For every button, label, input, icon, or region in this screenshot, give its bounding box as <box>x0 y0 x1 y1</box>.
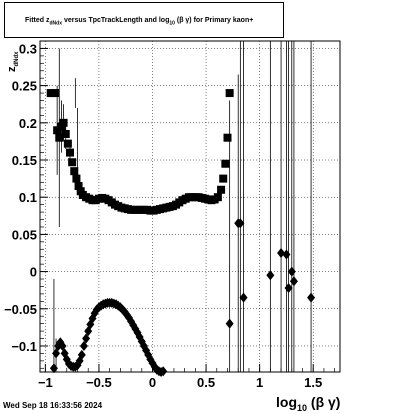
plot-title: Fitted zdNdx versus TpcTrackLength and l… <box>25 17 253 26</box>
y-tick-label: −0.05 <box>4 302 37 317</box>
ylabel-sub: dNdx <box>14 51 21 67</box>
data-point-diamond <box>82 333 91 344</box>
data-point-diamond <box>52 348 61 359</box>
data-point-diamond <box>159 366 168 377</box>
data-point-square <box>225 89 234 98</box>
ylabel-main: z <box>6 66 18 73</box>
data-point-diamond <box>79 340 88 351</box>
title-suffix-a: versus TpcTrackLength and log <box>62 17 170 24</box>
title-suffix-b: (β γ) for Primary kaon+ <box>174 17 254 24</box>
y-tick-label: 0.2 <box>19 116 37 131</box>
y-tick-label: 0.15 <box>12 153 37 168</box>
data-point-square <box>61 129 70 138</box>
xlabel-suffix: (β γ) <box>307 394 341 410</box>
data-point-diamond <box>284 282 293 293</box>
plot-title-box: Fitted zdNdx versus TpcTrackLength and l… <box>4 2 284 38</box>
data-point-square <box>51 89 59 98</box>
data-point-diamond <box>58 340 67 351</box>
plot-frame <box>39 40 341 373</box>
y-tick-label: 0.3 <box>19 41 37 56</box>
data-point-square <box>68 158 77 167</box>
data-point-square <box>72 174 81 183</box>
title-prefix: Fitted z <box>25 17 50 24</box>
data-point-square <box>221 159 230 168</box>
y-tick-label: 0.25 <box>12 79 37 94</box>
data-point-diamond <box>289 276 298 287</box>
data-point-diamond <box>307 292 316 303</box>
x-tick-label: 1 <box>256 375 263 390</box>
data-point-diamond <box>239 292 248 303</box>
data-point-diamond <box>282 249 291 260</box>
data-point-diamond <box>122 309 131 320</box>
x-tick-label: −1 <box>38 375 53 390</box>
data-point-square <box>219 174 228 183</box>
data-point-square <box>59 118 68 127</box>
data-point-diamond <box>225 318 234 329</box>
data-point-square <box>46 89 55 98</box>
xlabel-main: log <box>276 394 297 410</box>
x-axis-label: log10 (β γ) <box>276 394 340 413</box>
data-point-diamond <box>266 270 275 281</box>
x-tick-label: 1.5 <box>304 375 322 390</box>
data-point-diamond <box>236 218 245 229</box>
data-point-diamond <box>77 349 86 360</box>
y-tick-label: 0 <box>30 265 37 280</box>
data-point-square <box>217 185 226 194</box>
data-point-square <box>70 167 79 176</box>
title-sub2: 10 <box>169 20 175 27</box>
data-point-diamond <box>277 247 286 258</box>
y-tick-label: −0.1 <box>11 339 37 354</box>
data-point-square <box>223 133 232 142</box>
y-tick-label: 0.05 <box>12 227 37 242</box>
title-sub: dNdx <box>49 20 63 27</box>
data-point-diamond <box>287 266 296 277</box>
x-tick-label: 0.5 <box>197 375 215 390</box>
xlabel-sub: 10 <box>297 402 308 413</box>
data-point-square <box>63 139 72 148</box>
date-stamp: Wed Sep 18 16:33:56 2024 <box>3 401 103 410</box>
data-point-square <box>74 182 83 191</box>
data-point-square <box>53 126 62 135</box>
data-point-diamond <box>49 363 58 374</box>
data-point-square <box>213 193 222 202</box>
y-axis-label: zdNdx <box>6 52 20 73</box>
data-point-square <box>66 148 74 157</box>
y-tick-label: 0.1 <box>19 190 37 205</box>
data-point-square <box>55 133 64 142</box>
x-tick-label: −0.5 <box>86 375 112 390</box>
x-tick-label: 0 <box>149 375 156 390</box>
